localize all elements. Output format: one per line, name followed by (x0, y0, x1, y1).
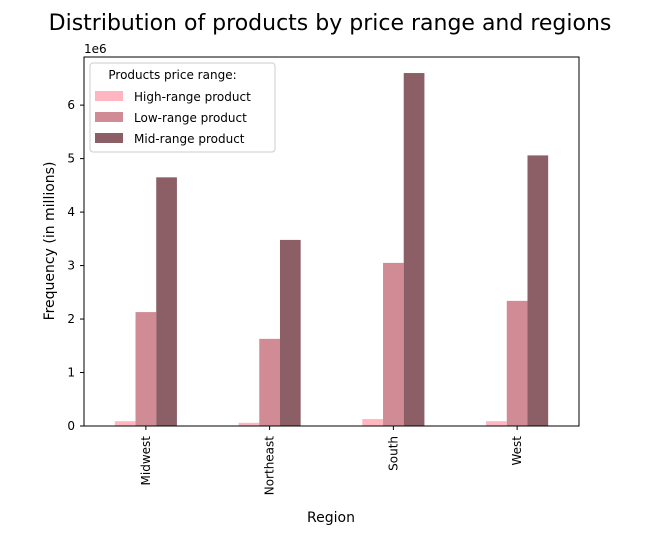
legend-box (89, 62, 276, 153)
legend-swatch (95, 112, 123, 122)
x-tick-label: Midwest (139, 436, 153, 486)
y-tick-label: 5 (67, 152, 75, 166)
legend-title: Products price range: (108, 68, 236, 82)
bar-high-range-product-northeast (238, 422, 260, 426)
plot-frame (83, 56, 580, 427)
bar-high-range-product-midwest (114, 421, 136, 426)
bar-low-range-product-northeast (259, 338, 280, 426)
y-tick-label: 0 (67, 419, 75, 433)
bar-mid-range-product-south (403, 73, 425, 426)
x-tick-label: Northeast (263, 436, 277, 496)
y-tick-label: 2 (67, 312, 75, 326)
legend-label: Mid-range product (134, 132, 245, 146)
legend-label: Low-range product (134, 111, 247, 125)
bar-low-range-product-south (383, 262, 404, 426)
x-tick-label: West (510, 436, 524, 466)
axes: 0 1 2 3 4 5 6 Midwest Northeast South West (67, 56, 580, 496)
bar-mid-range-product-midwest (156, 177, 177, 426)
y-tick-label: 3 (67, 259, 75, 273)
bar-high-range-product-south (362, 419, 384, 426)
bars (114, 73, 549, 426)
bar-mid-range-product-northeast (279, 239, 301, 426)
x-tick-label: South (386, 436, 400, 471)
legend-swatch (95, 133, 123, 143)
x-axis-label: Region (307, 510, 355, 526)
chart-title: Distribution of products by price range … (49, 11, 612, 36)
bar-low-range-product-west (506, 300, 528, 426)
y-tick-label: 4 (67, 205, 75, 219)
y-tick-label: 1 (67, 366, 75, 380)
y-axis-label: Frequency (in millions) (42, 162, 58, 321)
bar-low-range-product-midwest (135, 312, 157, 426)
legend: Products price range: High-range product L… (89, 62, 276, 153)
legend-label: High-range product (134, 90, 251, 104)
bar-mid-range-product-west (527, 155, 549, 426)
y-axis-offset-label: 1e6 (84, 42, 107, 56)
bar-high-range-product-west (486, 421, 507, 426)
y-tick-label: 6 (67, 98, 75, 112)
legend-swatch (95, 91, 123, 101)
